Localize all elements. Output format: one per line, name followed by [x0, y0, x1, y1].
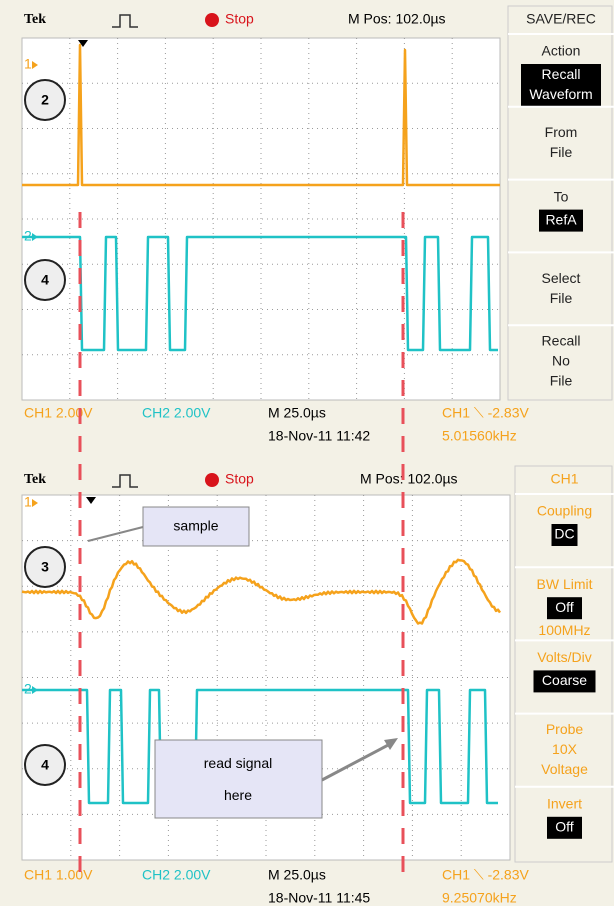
position: M Pos: 102.0µs	[348, 11, 446, 27]
menu-label: Volts/Div	[537, 649, 591, 665]
footer-date: 18-Nov-11 11:42	[268, 428, 370, 444]
stop-dot	[205, 13, 219, 27]
badge-label: 4	[41, 272, 49, 288]
menu-label: Coupling	[537, 503, 592, 519]
page: TekStopM Pos: 102.0µsSAVE/RECActionRecal…	[0, 0, 614, 906]
footer-frequency: 9.25070kHz	[442, 890, 517, 906]
menu-value: Off	[555, 819, 574, 835]
brand: Tek	[24, 472, 46, 487]
callout: sample	[173, 518, 218, 534]
position: M Pos: 102.0µs	[360, 471, 458, 487]
channel-marker: 1	[24, 56, 32, 72]
status: Stop	[225, 11, 254, 27]
menu-value: DC	[554, 526, 574, 542]
badge-label: 4	[41, 757, 49, 773]
footer-ch1: CH1 2.00V	[24, 405, 93, 421]
brand: Tek	[24, 12, 46, 27]
footer-ch2: CH2 2.00V	[142, 405, 211, 421]
footer-frequency: 5.01560kHz	[442, 428, 517, 444]
channel-marker: 1	[24, 494, 32, 510]
footer-trigger: CH1 ⟍ -2.83V	[442, 867, 529, 883]
footer-date: 18-Nov-11 11:45	[268, 890, 370, 906]
menu-label: To	[554, 188, 569, 204]
stop-dot	[205, 473, 219, 487]
menu-label: BW Limit	[537, 576, 593, 592]
badge-label: 2	[41, 92, 49, 108]
badge-label: 3	[41, 559, 49, 575]
menu-title: SAVE/REC	[526, 11, 596, 27]
channel-marker: 2	[24, 228, 32, 244]
footer-trigger: CH1 ⟍ -2.83V	[442, 405, 529, 421]
channel-marker: 2	[24, 681, 32, 697]
footer-timebase: M 25.0µs	[268, 867, 326, 883]
menu-value: RefA	[545, 211, 577, 227]
menu-note: 100MHz	[538, 622, 590, 638]
menu-value: Coarse	[542, 672, 587, 688]
menu-value: Off	[555, 599, 574, 615]
footer-ch2: CH2 2.00V	[142, 867, 211, 883]
menu-label: Invert	[547, 796, 582, 812]
menu-label: Action	[542, 43, 581, 59]
footer-timebase: M 25.0µs	[268, 405, 326, 421]
callout-box	[155, 740, 322, 818]
menu-title: CH1	[550, 471, 578, 487]
footer-ch1: CH1 1.00V	[24, 867, 93, 883]
status: Stop	[225, 471, 254, 487]
